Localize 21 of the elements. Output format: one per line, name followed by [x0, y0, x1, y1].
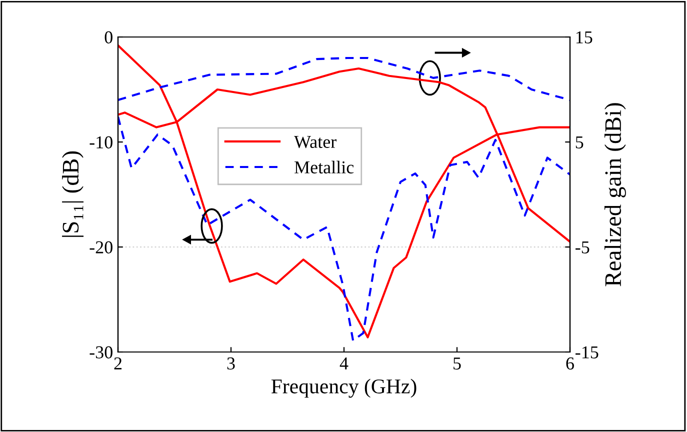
y-tick-label: -30	[90, 346, 112, 358]
y-axis-title: |S₁₁| (dB)	[62, 151, 84, 237]
y-tick-label: -10	[90, 136, 112, 148]
y2-tick-label: 15	[576, 31, 592, 44]
x-tick-label: 6	[566, 357, 574, 370]
x-tick-label: 3	[227, 357, 235, 370]
x-tick-label: 5	[454, 358, 461, 370]
y2-tick-label: 5	[576, 136, 584, 148]
y2-tick-label: -5	[576, 241, 590, 254]
y2-tick-label: -15	[576, 346, 598, 358]
legend-label: Water	[294, 136, 336, 148]
line-series	[118, 44, 570, 338]
y2-axis-title: Realized gain (dBi)	[604, 103, 626, 286]
line-series	[118, 116, 570, 342]
x-axis-title: Frequency (GHz)	[271, 378, 416, 398]
legend-label: Metallic	[294, 160, 354, 174]
x-tick-label: 4	[340, 358, 348, 370]
x-tick-label: 2	[114, 357, 122, 370]
y-tick-label: -20	[90, 241, 112, 254]
line-series	[118, 56, 570, 102]
y-tick-label: 0	[104, 31, 112, 44]
